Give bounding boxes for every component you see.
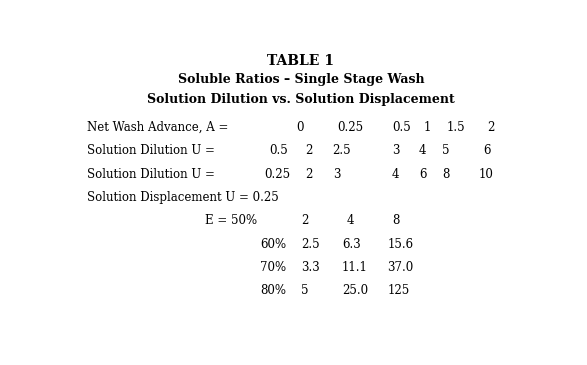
Text: 6.3: 6.3 <box>342 238 360 251</box>
Text: 10: 10 <box>478 168 493 181</box>
Text: 60%: 60% <box>260 238 286 251</box>
Text: 0.25: 0.25 <box>338 121 363 134</box>
Text: 8: 8 <box>442 168 449 181</box>
Text: Solution Dilution U =: Solution Dilution U = <box>87 168 215 181</box>
Text: Solution Displacement U = 0.25: Solution Displacement U = 0.25 <box>87 191 279 204</box>
Text: TABLE 1: TABLE 1 <box>267 54 335 68</box>
Text: 70%: 70% <box>260 261 286 274</box>
Text: 2: 2 <box>487 121 495 134</box>
Text: 0.5: 0.5 <box>392 121 410 134</box>
Text: 0: 0 <box>296 121 304 134</box>
Text: 2.5: 2.5 <box>333 145 351 157</box>
Text: E = 50%: E = 50% <box>205 214 258 227</box>
Text: 4: 4 <box>419 145 427 157</box>
Text: 3.3: 3.3 <box>301 261 319 274</box>
Text: 1.5: 1.5 <box>447 121 465 134</box>
Text: 15.6: 15.6 <box>387 238 413 251</box>
Text: 3: 3 <box>392 145 399 157</box>
Text: 2: 2 <box>305 145 313 157</box>
Text: 3: 3 <box>333 168 340 181</box>
Text: 25.0: 25.0 <box>342 284 368 297</box>
Text: Solution Dilution vs. Solution Displacement: Solution Dilution vs. Solution Displacem… <box>147 93 455 106</box>
Text: 5: 5 <box>442 145 450 157</box>
Text: 11.1: 11.1 <box>342 261 367 274</box>
Text: 1: 1 <box>424 121 431 134</box>
Text: Net Wash Advance, A =: Net Wash Advance, A = <box>87 121 228 134</box>
Text: 80%: 80% <box>260 284 286 297</box>
Text: Soluble Ratios – Single Stage Wash: Soluble Ratios – Single Stage Wash <box>177 73 424 86</box>
Text: 0.25: 0.25 <box>265 168 291 181</box>
Text: 6: 6 <box>419 168 427 181</box>
Text: 125: 125 <box>387 284 410 297</box>
Text: Solution Dilution U =: Solution Dilution U = <box>87 145 215 157</box>
Text: 4: 4 <box>346 214 354 227</box>
Text: 2: 2 <box>305 168 313 181</box>
Text: 6: 6 <box>483 145 490 157</box>
Text: 0.5: 0.5 <box>269 145 288 157</box>
Text: 37.0: 37.0 <box>387 261 413 274</box>
Text: 8: 8 <box>392 214 399 227</box>
Text: 5: 5 <box>301 284 308 297</box>
Text: 2: 2 <box>301 214 308 227</box>
Text: 4: 4 <box>392 168 399 181</box>
Text: 2.5: 2.5 <box>301 238 319 251</box>
